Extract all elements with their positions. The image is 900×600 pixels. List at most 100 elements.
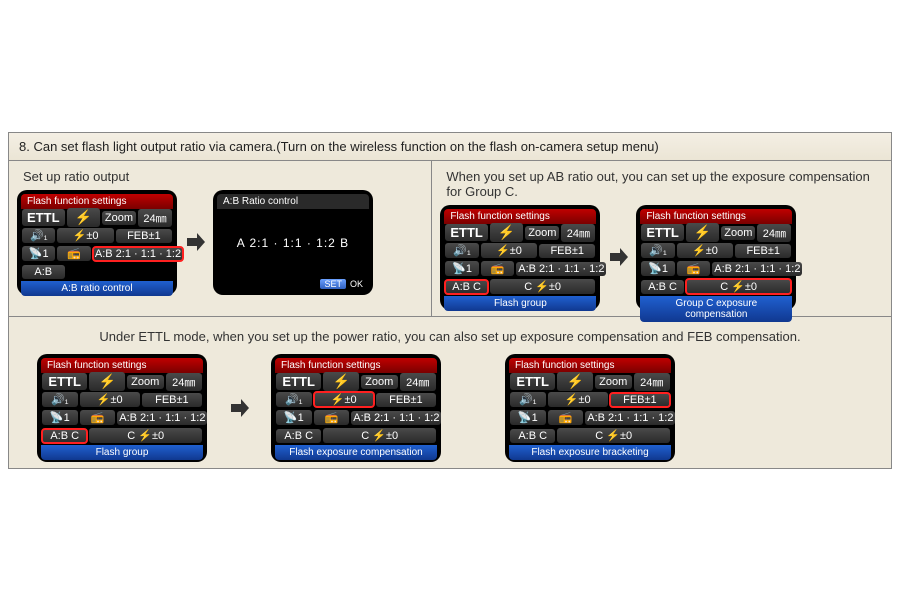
ch-value: 📡1 (510, 410, 546, 425)
mode-ettl: ETTL (42, 373, 87, 390)
screen-title: Flash function settings (444, 209, 596, 224)
zoom-value: 24㎜ (757, 224, 791, 242)
camera-screen: Flash function settings ETTL ⚡ Zoom 24㎜ … (636, 205, 796, 310)
screen-body: ETTL ⚡ Zoom 24㎜ 🔊₁ ⚡±0 FEB±1 📡1 📻 (640, 224, 792, 296)
sync-icon: 🔊₁ (276, 392, 312, 407)
ratio-scale: A:B 2:1 · 1:1 · 1:2 (351, 411, 441, 425)
ratio-control-screen: A:B Ratio control A 2:1 · 1:1 · 1:2 B SE… (213, 190, 373, 295)
camera-screen: Flash function settings ETTL ⚡ Zoom 24㎜ … (505, 354, 675, 462)
group-abc: A:B C (445, 280, 488, 294)
sync-icon: 🔊₁ (42, 392, 78, 407)
camera-screen: Flash function settings ETTL ⚡ Zoom 24㎜ … (37, 354, 207, 462)
screen-footer: Flash group (444, 296, 596, 311)
group-abc: A:B C (42, 429, 87, 443)
zoom-value: 24㎜ (138, 209, 172, 227)
mode-ettl: ETTL (510, 373, 555, 390)
section-header: 8. Can set flash light output ratio via … (9, 133, 891, 161)
mode-ettl: ETTL (276, 373, 321, 390)
group-c-comp: C ⚡±0 (490, 279, 595, 294)
feb-value: FEB±1 (735, 244, 791, 258)
ratio-scale: A:B 2:1 · 1:1 · 1:2 (516, 262, 606, 276)
group-abc: A:B C (276, 429, 321, 443)
ratio-scale: A:B 2:1 · 1:1 · 1:2 (585, 411, 675, 425)
ch-value: 📡1 (445, 261, 478, 276)
sync-icon: 🔊₁ (445, 243, 478, 258)
screen-title: Flash function settings (21, 194, 173, 209)
fec-value: ⚡±0 (314, 392, 374, 407)
panel-title: When you set up AB ratio out, you can se… (446, 169, 883, 199)
feb-value: FEB±1 (539, 244, 595, 258)
feb-value: FEB±1 (116, 229, 172, 243)
screen-title: Flash function settings (275, 358, 437, 373)
screen-title: Flash function settings (509, 358, 671, 373)
wireless-icon: 📻 (314, 410, 350, 425)
manual-section: 8. Can set flash light output ratio via … (8, 132, 892, 469)
screens: Flash function settings ETTL ⚡ Zoom 24㎜ … (440, 205, 883, 310)
panel-title: Under ETTL mode, when you set up the pow… (17, 329, 883, 344)
sync-icon: 🔊₁ (510, 392, 546, 407)
bolt-icon: ⚡ (557, 372, 593, 391)
ratio-scale: A:B 2:1 · 1:1 · 1:2 (117, 411, 207, 425)
group-abc: A:B C (641, 280, 684, 294)
screen-footer: Flash exposure bracketing (509, 445, 671, 460)
bolt-icon: ⚡ (490, 223, 523, 242)
group-abc: A:B C (510, 429, 555, 443)
group-c-comp: C ⚡±0 (686, 279, 791, 294)
zoom-label: Zoom (525, 226, 559, 240)
screens: Flash function settings ETTL ⚡ Zoom 24㎜ … (17, 190, 423, 295)
ch-value: 📡1 (641, 261, 674, 276)
zoom-label: Zoom (721, 226, 755, 240)
screen-footer: Flash group (41, 445, 203, 460)
ratio-output-panel: Set up ratio output Flash function setti… (9, 161, 432, 316)
arrow-icon (227, 396, 251, 420)
screen-footer: Group C exposure compensation (640, 296, 792, 322)
bolt-icon: ⚡ (686, 223, 719, 242)
ch-value: 📡1 (22, 246, 55, 261)
mode-ettl: ETTL (641, 224, 684, 241)
ratio-scale: A:B 2:1 · 1:1 · 1:2 (712, 262, 802, 276)
group-c-panel: When you set up AB ratio out, you can se… (432, 161, 891, 316)
screen-body: ETTL ⚡ Zoom 24㎜ 🔊₁ ⚡±0 FEB±1 📡1 📻 A:B 2:… (509, 373, 671, 445)
screen-body: ETTL ⚡ Zoom 24㎜ 🔊₁ ⚡±0 FEB±1 📡1 📻 (444, 224, 596, 296)
zoom-value: 24㎜ (166, 373, 203, 391)
feb-value: FEB±1 (142, 393, 202, 407)
feb-value: FEB±1 (376, 393, 436, 407)
group-c-comp: C ⚡±0 (323, 428, 436, 443)
wireless-icon: 📻 (481, 261, 514, 276)
zoom-label: Zoom (102, 211, 136, 225)
ettl-panel: Under ETTL mode, when you set up the pow… (9, 316, 891, 468)
zoom-value: 24㎜ (634, 373, 671, 391)
set-badge: SET (320, 279, 346, 289)
ok-label: OK (350, 279, 363, 289)
camera-screen: Flash function settings ETTL ⚡ Zoom 24㎜ … (440, 205, 600, 310)
panel-title: Set up ratio output (23, 169, 423, 184)
wireless-icon: 📻 (548, 410, 584, 425)
zoom-value: 24㎜ (400, 373, 437, 391)
feb-value: FEB±1 (610, 393, 670, 407)
mode-ettl: ETTL (22, 209, 65, 226)
ratio-scale: A:B 2:1 · 1:1 · 1:2 (93, 247, 183, 261)
wireless-icon: 📻 (57, 246, 90, 261)
screen-footer: Flash exposure compensation (275, 445, 437, 460)
ratio-footer: SET OK (217, 277, 369, 291)
ch-value: 📡1 (42, 410, 78, 425)
ch-value: 📡1 (276, 410, 312, 425)
group-ab: A:B (22, 265, 65, 279)
top-row: Set up ratio output Flash function setti… (9, 161, 891, 316)
fec-value: ⚡±0 (80, 392, 140, 407)
sync-icon: 🔊₁ (22, 228, 55, 243)
screen-body: ETTL ⚡ Zoom 24㎜ 🔊₁ ⚡±0 FEB±1 📡1 📻 A:B 2:… (41, 373, 203, 445)
bolt-icon: ⚡ (67, 208, 100, 227)
screen-body: ETTL ⚡ Zoom 24㎜ 🔊₁ ⚡±0 FEB±1 📡1 📻 (21, 209, 173, 281)
mode-ettl: ETTL (445, 224, 488, 241)
arrow-icon (183, 230, 207, 254)
wireless-icon: 📻 (677, 261, 710, 276)
bolt-icon: ⚡ (323, 372, 359, 391)
fec-value: ⚡±0 (481, 243, 537, 258)
screen-title: Flash function settings (640, 209, 792, 224)
fec-value: ⚡±0 (548, 392, 608, 407)
screen-footer: A:B ratio control (21, 281, 173, 296)
fec-value: ⚡±0 (677, 243, 733, 258)
group-c-comp: C ⚡±0 (557, 428, 670, 443)
zoom-label: Zoom (595, 375, 632, 389)
